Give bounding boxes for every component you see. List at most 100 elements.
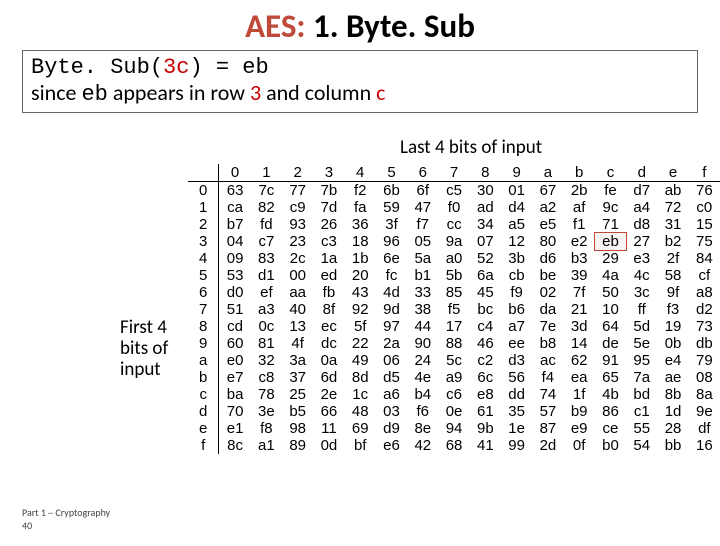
sbox-cell: 57 <box>532 403 563 420</box>
sbox-cell: 90 <box>407 335 438 352</box>
sbox-row: f8ca1890dbfe6426841992d0fb054bb16 <box>188 437 720 454</box>
sbox-cell: 1a <box>313 250 344 267</box>
sbox-cell: a6 <box>376 386 407 403</box>
sbox-cell: 87 <box>532 420 563 437</box>
sbox-cell: 45 <box>470 284 501 301</box>
sbox-cell: b5 <box>282 403 313 420</box>
sbox-cell: 28 <box>657 420 688 437</box>
sbox-row-header: 2 <box>188 216 219 233</box>
sbox-cell: 0b <box>657 335 688 352</box>
sbox-cell: d3 <box>501 352 532 369</box>
sbox-cell: 92 <box>345 301 376 318</box>
sbox-cell: 99 <box>501 437 532 454</box>
sbox-cell: 50 <box>595 284 626 301</box>
sbox-cell: bf <box>345 437 376 454</box>
sbox-cell: ac <box>532 352 563 369</box>
sbox-cell: 67 <box>532 182 563 200</box>
sbox-cell: ae <box>657 369 688 386</box>
sbox-cell: 0a <box>313 352 344 369</box>
sbox-cell: 42 <box>407 437 438 454</box>
sbox-row-header: d <box>188 403 219 420</box>
sbox-col-header: f <box>689 164 720 182</box>
sbox-cell: dd <box>501 386 532 403</box>
sbox-row-header: f <box>188 437 219 454</box>
sbox-cell: 7a <box>626 369 657 386</box>
sbox-cell: aa <box>282 284 313 301</box>
footer-line2: 40 <box>22 519 110 532</box>
last-bits-label: Last 4 bits of input <box>400 136 542 159</box>
sbox-cell: 36 <box>345 216 376 233</box>
sbox-cell: b1 <box>407 267 438 284</box>
sbox-row: 553d100ed20fcb15b6acbbe394a4c58cf <box>188 267 720 284</box>
sbox-cell: 3b <box>501 250 532 267</box>
sbox-body: 0637c777bf26b6fc53001672bfed7ab761ca82c9… <box>188 182 720 455</box>
sbox-cell: f3 <box>657 301 688 318</box>
sbox-cell: 29 <box>595 250 626 267</box>
sbox-cell: 8c <box>219 437 251 454</box>
sbox-cell: de <box>595 335 626 352</box>
sbox-cell: 5f <box>345 318 376 335</box>
sbox-cell: 05 <box>407 233 438 250</box>
line2-col: c <box>376 79 385 106</box>
line1-mid: ) = <box>189 55 242 80</box>
sbox-cell: 3c <box>626 284 657 301</box>
sbox-cell: 08 <box>689 369 720 386</box>
sbox-table-wrap: 0123456789abcdef 0637c777bf26b6fc5300167… <box>188 164 720 454</box>
sbox-cell: 7c <box>251 182 282 200</box>
sbox-cell: e1 <box>219 420 251 437</box>
sbox-cell: 73 <box>689 318 720 335</box>
sbox-row-header: b <box>188 369 219 386</box>
sbox-cell: 41 <box>470 437 501 454</box>
sbox-cell: 3a <box>282 352 313 369</box>
line1-pre: Byte. Sub( <box>31 55 163 80</box>
sbox-row-header: e <box>188 420 219 437</box>
sbox-row: 409832c1a1b6e5aa0523bd6b329e32f84 <box>188 250 720 267</box>
sbox-col-header: 6 <box>407 164 438 182</box>
sbox-cell: 2b <box>564 182 595 200</box>
sbox-cell: 70 <box>219 403 251 420</box>
sbox-cell: a4 <box>626 199 657 216</box>
sbox-cell: 6f <box>407 182 438 200</box>
sbox-col-header: 9 <box>501 164 532 182</box>
line2-a: since <box>31 79 81 106</box>
sbox-cell: 18 <box>345 233 376 250</box>
sbox-cell: 9f <box>657 284 688 301</box>
title-aes: AES: <box>245 6 305 46</box>
sbox-col-header: e <box>657 164 688 182</box>
sbox-cell: 75 <box>689 233 720 250</box>
sbox-cell: 61 <box>470 403 501 420</box>
sbox-cell: 9b <box>470 420 501 437</box>
sbox-cell: 51 <box>219 301 251 318</box>
sbox-cell: 4f <box>282 335 313 352</box>
sbox-cell: 52 <box>470 250 501 267</box>
sbox-cell: d0 <box>219 284 251 301</box>
sbox-cell: 72 <box>657 199 688 216</box>
sbox-cell: c6 <box>438 386 469 403</box>
sbox-cell: cf <box>689 267 720 284</box>
sbox-cell: 5c <box>438 352 469 369</box>
sbox-cell: e6 <box>376 437 407 454</box>
sbox-cell: ee <box>501 335 532 352</box>
sbox-cell: d8 <box>626 216 657 233</box>
sbox-cell: c7 <box>251 233 282 250</box>
sbox-cell: 43 <box>345 284 376 301</box>
sbox-cell: c8 <box>251 369 282 386</box>
sbox-cell: fb <box>313 284 344 301</box>
sbox-cell: 03 <box>376 403 407 420</box>
sbox-row: ae0323a0a4906245cc2d3ac629195e479 <box>188 352 720 369</box>
sbox-row-header: 1 <box>188 199 219 216</box>
line2-row: 3 <box>250 79 261 106</box>
sbox-cell: 2d <box>532 437 563 454</box>
slide-footer: Part 1 ─ Cryptography 40 <box>22 506 110 532</box>
sbox-row-header: 9 <box>188 335 219 352</box>
sbox-cell: d2 <box>689 301 720 318</box>
sbox-cell: d5 <box>376 369 407 386</box>
sbox-cell: 4c <box>626 267 657 284</box>
sbox-cell: 34 <box>470 216 501 233</box>
sbox-cell: ca <box>219 199 251 216</box>
line1-arg: 3c <box>163 55 189 80</box>
sbox-cell: 32 <box>251 352 282 369</box>
sbox-cell: be <box>532 267 563 284</box>
sbox-cell: 8a <box>689 386 720 403</box>
sbox-cell: fa <box>345 199 376 216</box>
